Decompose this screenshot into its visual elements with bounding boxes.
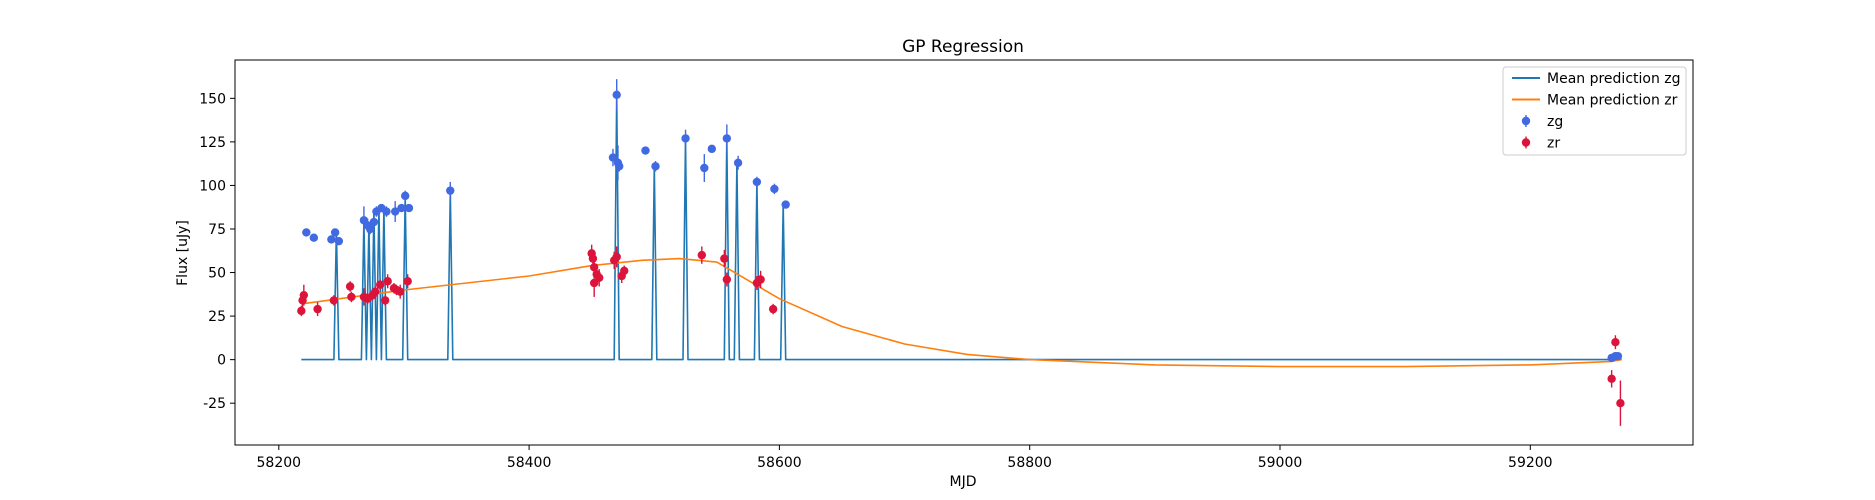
zr-data-point xyxy=(620,266,629,275)
zr-data-point xyxy=(383,277,392,286)
y-tick-label: 25 xyxy=(208,309,226,325)
zg-data-point xyxy=(781,200,790,209)
x-tick-label: 58600 xyxy=(757,455,802,471)
zr-data-point xyxy=(403,277,412,286)
zg-data-point xyxy=(302,228,311,237)
zr-data-point xyxy=(1607,374,1616,384)
y-axis-label: Flux [uJy] xyxy=(175,220,191,286)
x-tick-label: 58200 xyxy=(257,455,302,471)
zg-data-point xyxy=(1613,351,1623,361)
zg-data-point xyxy=(446,186,455,195)
chart-title: GP Regression xyxy=(902,37,1024,57)
x-tick-label: 58400 xyxy=(507,455,552,471)
legend-label: Mean prediction zg xyxy=(1547,71,1681,87)
zr-data-point xyxy=(612,252,621,262)
zg-data-point xyxy=(390,207,400,216)
zg-data-point xyxy=(752,177,762,187)
y-tick-label: 100 xyxy=(199,178,226,194)
x-tick-label: 59000 xyxy=(1258,455,1303,471)
zg-data-point xyxy=(733,158,743,167)
legend-label: Mean prediction zr xyxy=(1547,93,1678,109)
zr-data-point xyxy=(345,282,355,291)
series-line-zr xyxy=(301,257,1622,368)
legend: Mean prediction zg Mean prediction zr zg zr xyxy=(1502,66,1687,156)
zg-data-point xyxy=(397,203,406,213)
zr-data-point xyxy=(1616,398,1625,408)
zr-data-point xyxy=(720,254,729,263)
zr-data-point xyxy=(347,292,356,302)
zg-data-point xyxy=(641,146,650,155)
x-tick-label: 59200 xyxy=(1508,455,1553,471)
zr-data-point xyxy=(594,273,604,282)
zr-data-point xyxy=(756,275,765,284)
zg-data-point xyxy=(770,184,779,194)
x-tick-label: 58800 xyxy=(1007,455,1052,471)
y-tick-label: 50 xyxy=(208,266,226,282)
y-tick-label: 75 xyxy=(208,222,226,238)
legend-marker-swatch xyxy=(1521,138,1531,147)
zr-data-point xyxy=(370,287,380,296)
legend-marker-swatch xyxy=(1521,116,1531,126)
x-axis-label: MJD xyxy=(950,474,977,490)
zg-data-point xyxy=(365,224,375,234)
zg-data-point xyxy=(608,153,618,162)
zg-data-point xyxy=(722,134,732,143)
zg-data-point xyxy=(327,235,336,244)
zg-data-point xyxy=(382,207,391,216)
y-tick-label: -25 xyxy=(203,396,226,412)
zg-data-point xyxy=(700,163,709,173)
y-tick-label: 0 xyxy=(217,353,226,369)
zg-data-point xyxy=(651,162,660,171)
zr-data-point xyxy=(768,304,778,314)
plot-area xyxy=(297,79,1625,426)
zr-data-point xyxy=(380,296,390,305)
zg-data-point xyxy=(369,217,379,227)
zr-data-point xyxy=(697,250,707,260)
zr-data-point xyxy=(588,254,598,263)
zg-data-point xyxy=(330,228,340,237)
zr-data-point xyxy=(375,280,385,289)
zr-data-point xyxy=(313,304,322,314)
zg-data-point xyxy=(615,162,624,171)
zg-data-point xyxy=(334,236,344,246)
zg-data-point xyxy=(681,134,690,143)
zg-data-point xyxy=(309,233,319,242)
zg-data-point xyxy=(404,203,414,213)
legend-box xyxy=(1502,66,1687,156)
zg-data-point xyxy=(401,191,410,201)
legend-label: zg xyxy=(1547,114,1563,130)
zr-data-point xyxy=(297,306,306,316)
legend-label: zr xyxy=(1547,136,1560,152)
x-axis: 58200 58400 58600 58800 59000 59200 xyxy=(257,445,1553,471)
plot-frame xyxy=(234,59,1694,446)
zr-data-point xyxy=(299,290,309,300)
y-tick-label: 150 xyxy=(199,91,226,107)
y-axis: -25 0 25 50 75 100 125 150 xyxy=(199,91,235,412)
zr-data-point xyxy=(1611,338,1620,347)
series-line-zg xyxy=(301,94,1623,361)
zg-data-point xyxy=(612,90,621,100)
y-tick-label: 125 xyxy=(199,135,226,151)
zr-data-point xyxy=(722,275,732,284)
zr-data-point xyxy=(395,287,405,296)
zg-data-point xyxy=(707,144,717,154)
zr-data-point xyxy=(329,296,339,305)
